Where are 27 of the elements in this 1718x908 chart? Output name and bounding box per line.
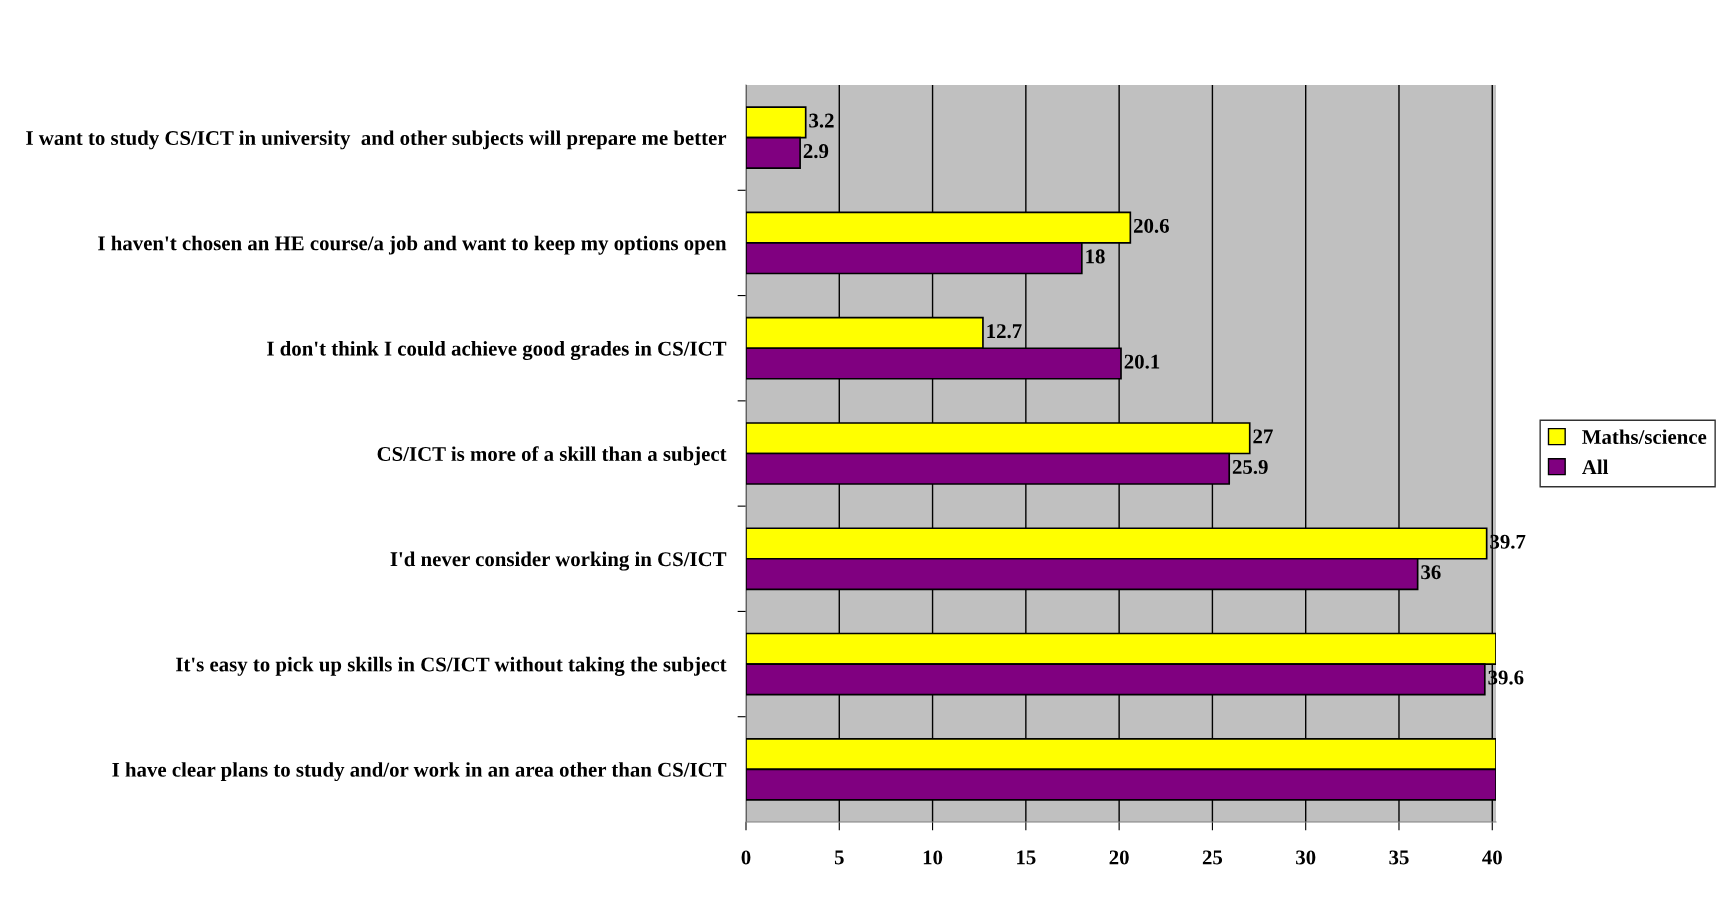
data-label: 25.9 [1232, 459, 1268, 475]
x-tick-label: 25 [1202, 850, 1223, 865]
y-tick-label: I haven't chosen an HE course/a job and want to keep my options open [98, 235, 727, 255]
x-tick-label: 15 [1017, 850, 1036, 865]
data-label: 2.9 [803, 144, 829, 159]
data-label: 12.7 [987, 324, 1022, 339]
legend-label: Maths/science [1582, 429, 1707, 445]
y-tick-label: It's easy to pick up skills in CS/ICT without taking the subject [176, 656, 727, 676]
data-label: 20.6 [1133, 218, 1169, 233]
x-tick-label: 40 [1482, 850, 1502, 865]
x-tick-label: 0 [741, 850, 751, 865]
y-tick-label: I'd never consider working in CS/ICT [390, 551, 727, 571]
data-label: 27 [1253, 429, 1273, 444]
data-label: 36 [1421, 565, 1441, 580]
legend-label: All [1582, 459, 1609, 474]
y-tick-label: CS/ICT is more of a skill than a subject [377, 446, 727, 466]
data-label: 20.1 [1124, 354, 1160, 369]
data-label: 3.2 [809, 113, 834, 128]
data-label: 18 [1086, 249, 1105, 264]
y-tick-label: I have clear plans to study and/or work in an area other than CS/ICT [112, 762, 727, 782]
y-tick-label: I don't think I could achieve good grades in CS/ICT [267, 340, 727, 361]
x-tick-label: 20 [1109, 850, 1129, 865]
x-tick-label: 30 [1296, 850, 1316, 865]
x-tick-label: 5 [834, 850, 844, 865]
y-tick-label: I want to study CS/ICT in university and other subjects will prepare me better [26, 130, 727, 150]
x-tick-label: 35 [1389, 850, 1409, 865]
x-tick-label: 10 [923, 850, 943, 865]
